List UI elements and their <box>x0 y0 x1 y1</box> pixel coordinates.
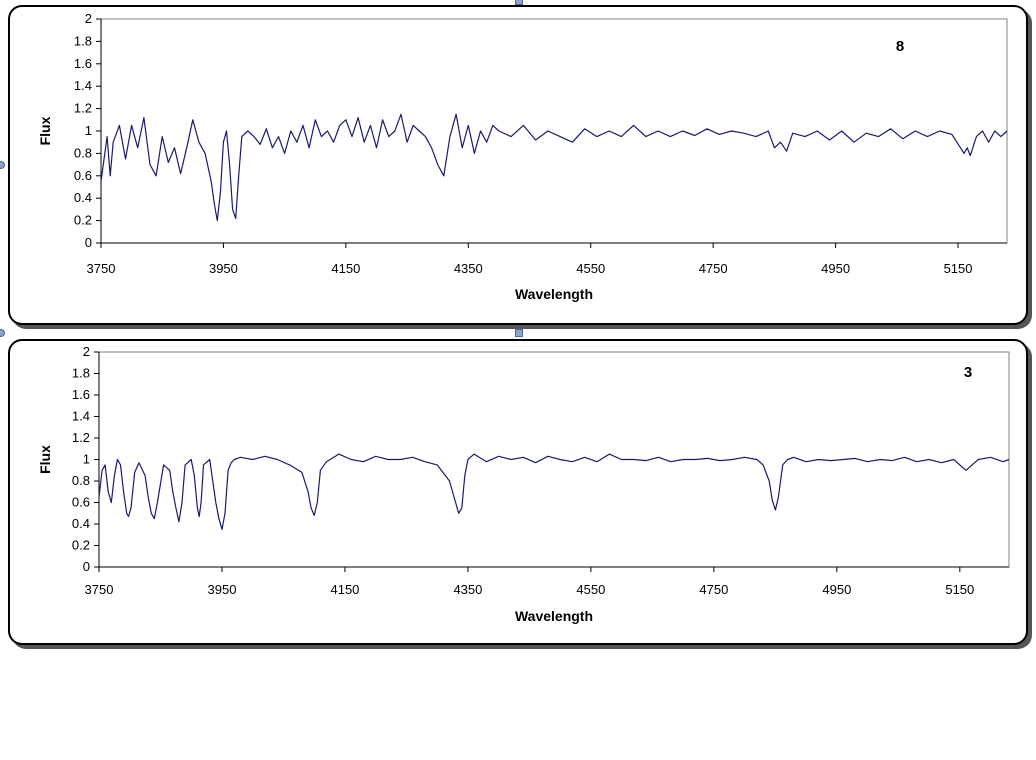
y-tick-label: 0.6 <box>72 495 90 510</box>
y-tick-label: 0.4 <box>72 516 90 531</box>
y-tick-label: 0.4 <box>74 190 92 205</box>
chart-svg: 0 0.2 0.4 0.6 0.8 1 1.2 1.4 1.6 1.8 2 3750 3950 4150 4… <box>37 11 1008 302</box>
x-tick-label: 4950 <box>821 261 850 276</box>
chart-panel-3[interactable]: 0 0.2 0.4 0.6 0.8 1 1.2 1.4 1.6 1.8 2 3750 3950 4150 4… <box>8 339 1028 645</box>
y-tick-label: 1.8 <box>74 33 92 48</box>
y-tick-label: 0.2 <box>74 213 92 228</box>
y-tick-label: 1.4 <box>74 78 92 93</box>
y-tick-label: 0.6 <box>74 168 92 183</box>
y-tick-label: 1.2 <box>72 430 90 445</box>
resize-handle-left[interactable] <box>0 161 5 169</box>
x-tick-label: 4950 <box>822 582 851 597</box>
x-tick-label: 3950 <box>208 582 237 597</box>
x-tick-label: 4350 <box>453 582 482 597</box>
y-tick-label: 0.8 <box>72 473 90 488</box>
x-tick-label: 5150 <box>945 582 974 597</box>
y-tick-label: 0 <box>85 235 92 250</box>
y-axis-label: Flux <box>37 445 53 474</box>
y-tick-label: 1.6 <box>72 387 90 402</box>
panel-label: 8 <box>896 38 904 55</box>
x-tick-label: 3750 <box>87 261 116 276</box>
y-tick-label: 2 <box>85 11 92 26</box>
y-axis-label: Flux <box>37 116 53 145</box>
resize-handle-top[interactable] <box>515 0 523 5</box>
x-tick-label: 4350 <box>454 261 483 276</box>
resize-handle-left-mid[interactable] <box>0 329 5 337</box>
y-tick-label: 1 <box>83 452 90 467</box>
x-tick-label: 3950 <box>209 261 238 276</box>
y-tick-label: 1.4 <box>72 409 90 424</box>
resize-handle-middle[interactable] <box>515 329 523 337</box>
x-tick-label: 4150 <box>331 261 360 276</box>
x-tick-label: 4750 <box>699 261 728 276</box>
chart-svg: 0 0.2 0.4 0.6 0.8 1 1.2 1.4 1.6 1.8 2 3750 3950 4150 4… <box>37 344 1010 624</box>
x-axis-label: Wavelength <box>515 608 593 624</box>
x-axis-label: Wavelength <box>515 286 593 302</box>
y-tick-label: 1 <box>85 123 92 138</box>
series-line <box>100 113 1008 222</box>
x-tick-label: 4550 <box>576 582 605 597</box>
x-tick-label: 4550 <box>576 261 605 276</box>
panel-label: 3 <box>964 364 972 381</box>
plot-area <box>100 18 1008 244</box>
x-tick-label: 5150 <box>944 261 973 276</box>
y-tick-label: 0 <box>83 559 90 574</box>
y-tick-label: 1.8 <box>72 366 90 381</box>
y-tick-label: 1.6 <box>74 56 92 71</box>
y-tick-label: 0.8 <box>74 145 92 160</box>
x-tick-label: 4150 <box>330 582 359 597</box>
y-tick-label: 0.2 <box>72 538 90 553</box>
chart-panel-8[interactable]: 0 0.2 0.4 0.6 0.8 1 1.2 1.4 1.6 1.8 2 3750 3950 4150 4… <box>8 5 1028 325</box>
y-tick-label: 1.2 <box>74 101 92 116</box>
x-tick-label: 3750 <box>85 582 114 597</box>
y-tick-label: 2 <box>83 344 90 359</box>
x-tick-label: 4750 <box>699 582 728 597</box>
series-line <box>98 453 1010 530</box>
